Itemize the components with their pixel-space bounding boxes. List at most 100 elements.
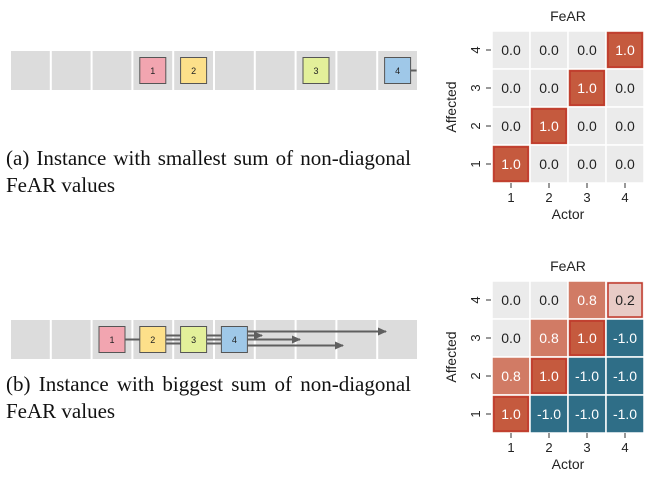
panel-b-road-strip: 1 2 3 4 (11, 320, 417, 359)
panel-b-heatmap-cell (491, 318, 531, 358)
panel-b-heatmap-cell (605, 394, 645, 434)
panel-a-heatmap-value: 0.0 (577, 156, 597, 172)
panel-b-heatmap-value: -1.0 (613, 368, 637, 384)
panel-a-y-tick-label: 1 (468, 160, 483, 167)
panel-b-heatmap-value: 0.0 (501, 330, 521, 346)
panel-a-road-cell (11, 51, 50, 90)
panel-b-agent-1 (98, 326, 126, 353)
panel-a-road-cell (337, 51, 377, 90)
panel-b-x-tick-label: 4 (621, 440, 628, 455)
panel-a-heatmap-cell (605, 144, 645, 184)
panel-b-x-tick-label: 3 (583, 440, 590, 455)
panel-a-heatmap-value: 1.0 (539, 118, 559, 134)
panel-a-heatmap-title: FeAR (550, 8, 586, 24)
panel-a-agent-label: 3 (313, 66, 318, 76)
panel-a-agent-3 (302, 57, 330, 84)
panel-b-agent-4 (220, 326, 248, 353)
panel-a-heatmap-value: 0.0 (577, 42, 597, 58)
panel-a-x-tick-label: 4 (621, 190, 628, 205)
panel-b-heatmap-value: -1.0 (613, 406, 637, 422)
panel-b-road-cell (11, 320, 50, 359)
panel-b-diag-outline (493, 396, 529, 432)
panel-b-heatmap-cell (567, 318, 607, 358)
panel-b-x-axis-label: Actor (552, 456, 585, 472)
panel-a-x-tick-label: 3 (583, 190, 590, 205)
panel-a-road-cell (215, 51, 254, 90)
panel-a-agent-1 (139, 57, 167, 84)
panel-a-agent-label: 1 (150, 66, 155, 76)
panel-a-agent-label: 2 (191, 66, 196, 76)
panel-a-heatmap-cell (605, 106, 645, 146)
panel-b-road-cell (296, 320, 336, 359)
panel-b-y-tick-label: 3 (468, 334, 483, 341)
panel-a-heatmap-value: 0.0 (615, 156, 635, 172)
panel-b-heatmap-value: -1.0 (613, 330, 637, 346)
panel-a-agent-label: 4 (395, 66, 400, 76)
panel-a-diag-outline (493, 146, 529, 182)
panel-a-heatmap-cell (567, 106, 607, 146)
panel-b-y-tick-label: 4 (468, 296, 483, 303)
panel-b-heatmap-value: 0.2 (615, 292, 635, 308)
panel-b-agent-label: 3 (191, 335, 196, 345)
panel-a-y-tick-label: 3 (468, 84, 483, 91)
panel-a-heatmap-value: 1.0 (501, 156, 521, 172)
panel-b-heatmap-cell (491, 280, 531, 320)
panel-b-heatmap-cell (605, 356, 645, 396)
panel-b-heatmap-value: 0.8 (539, 330, 559, 346)
panel-b-heatmap-cell (529, 318, 569, 358)
panel-a-x-tick-label: 1 (507, 190, 514, 205)
panel-a-heatmap-cell (529, 106, 569, 146)
panel-b-y-tick-label: 1 (468, 410, 483, 417)
panel-a-heatmap-value: 0.0 (539, 42, 559, 58)
panel-a-heatmap-value: 0.0 (577, 118, 597, 134)
panel-b-heatmap-value: -1.0 (537, 406, 561, 422)
panel-b-y-axis-label: Affected (443, 331, 459, 382)
panel-b-heatmap-value: -1.0 (575, 406, 599, 422)
caption-a: (a) Instance with smallest sum of non-di… (6, 146, 411, 197)
panel-a-heatmap-value: 1.0 (577, 80, 597, 96)
panel-a-heatmap-value: 1.0 (615, 42, 635, 58)
panel-b-diag-outline (569, 320, 605, 356)
panel-b-heatmap-value: 0.0 (539, 292, 559, 308)
panel-b-heatmap-value: -1.0 (575, 368, 599, 384)
panel-b-agent-label: 2 (150, 335, 155, 345)
panel-b-heatmap-value: 0.8 (577, 292, 597, 308)
panel-b-heatmap-value: 0.0 (501, 292, 521, 308)
panel-a-heatmap-cell (567, 30, 607, 70)
panel-a-y-axis-label: Affected (443, 81, 459, 132)
panel-a-y-tick-label: 2 (468, 122, 483, 129)
panel-b-x-tick-label: 2 (545, 440, 552, 455)
panel-a-heatmap-value: 0.0 (615, 118, 635, 134)
panel-b-heatmap-cell (529, 394, 569, 434)
panel-a-heatmap-value: 0.0 (539, 156, 559, 172)
panel-a-road-cell (92, 51, 132, 90)
panel-a-heatmap-value: 0.0 (501, 118, 521, 134)
panel-a-diag-outline (569, 70, 605, 106)
panel-a-heatmap-value: 0.0 (501, 80, 521, 96)
panel-b-heatmap-cell (491, 356, 531, 396)
panel-a-heatmap-value: 0.0 (539, 80, 559, 96)
panel-b-heatmap-cell (605, 280, 645, 320)
panel-a-heatmap-cell (529, 144, 569, 184)
caption-b: (b) Instance with biggest sum of non-dia… (6, 372, 411, 423)
panel-a-heatmap-value: 0.0 (501, 42, 521, 58)
panel-a-heatmap-cell (605, 30, 645, 70)
panel-b-heatmap-cell (529, 280, 569, 320)
panel-b-heatmap-value: 0.8 (501, 368, 521, 384)
panel-b-diag-outline (607, 282, 643, 318)
panel-a-road-cell (255, 51, 295, 90)
panel-a-diag-outline (607, 32, 643, 68)
panel-b-heatmap-cell (567, 394, 607, 434)
panel-a-road-cell (51, 51, 91, 90)
panel-b-agent-label: 1 (109, 335, 114, 345)
panel-b-road-cell (51, 320, 91, 359)
panel-b-heatmap-value: 1.0 (577, 330, 597, 346)
panel-a-diag-outline (531, 108, 567, 144)
panel-b-road-cell (337, 320, 377, 359)
panel-a-fear-heatmap: FeAR 0.0 0.0 0.0 1.0 0.0 0.0 1.0 0.0 0.0 1.0 0.0 0.0… (443, 8, 645, 222)
panel-b-heatmap-value: 1.0 (501, 406, 521, 422)
panel-a-heatmap-cell (529, 68, 569, 108)
panel-b-agent-label: 4 (232, 335, 237, 345)
